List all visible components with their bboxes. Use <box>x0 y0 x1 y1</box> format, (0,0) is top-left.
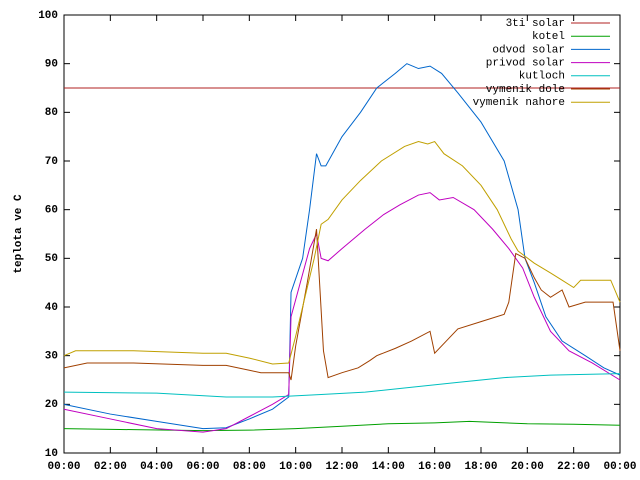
series-line <box>63 373 621 398</box>
y-tick-label: 50 <box>45 253 58 265</box>
legend-label: vymenik dole <box>486 84 565 96</box>
x-tick-label: 22:00 <box>557 461 590 473</box>
legend-label: kutloch <box>519 71 565 83</box>
y-tick-label: 80 <box>45 107 58 119</box>
x-tick-label: 06:00 <box>186 461 219 473</box>
series-line <box>63 140 621 365</box>
x-tick-label: 02:00 <box>94 461 127 473</box>
series-line <box>63 229 621 381</box>
legend-label: vymenik nahore <box>473 97 565 109</box>
y-tick-label: 60 <box>45 205 58 217</box>
x-tick-label: 18:00 <box>464 461 497 473</box>
y-tick-label: 70 <box>45 156 58 168</box>
y-tick-label: 40 <box>45 302 58 314</box>
x-tick-label: 04:00 <box>140 461 173 473</box>
legend-label: privod solar <box>486 58 565 70</box>
legend-label: odvod solar <box>492 44 565 56</box>
y-tick-label: 30 <box>45 351 58 363</box>
x-tick-label: 00:00 <box>603 461 636 473</box>
x-tick-label: 12:00 <box>325 461 358 473</box>
series-line <box>63 420 621 432</box>
y-tick-label: 100 <box>38 10 58 22</box>
x-tick-label: 20:00 <box>511 461 544 473</box>
y-axis-label: teplota ve C <box>13 194 25 274</box>
legend-label: kotel <box>532 31 565 43</box>
x-tick-label: 08:00 <box>233 461 266 473</box>
y-tick-label: 20 <box>45 399 58 411</box>
series-line <box>63 63 621 430</box>
x-tick-label: 14:00 <box>372 461 405 473</box>
x-tick-label: 16:00 <box>418 461 451 473</box>
legend-label: 3ti solar <box>506 18 565 30</box>
series-line <box>63 192 621 433</box>
x-tick-label: 10:00 <box>279 461 312 473</box>
y-tick-label: 90 <box>45 59 58 71</box>
x-tick-label: 00:00 <box>47 461 80 473</box>
y-tick-label: 10 <box>45 448 58 460</box>
